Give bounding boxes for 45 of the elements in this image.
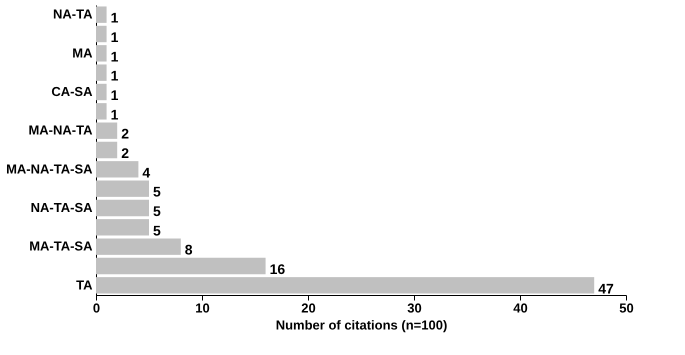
y-tick-label: MA-TA-SA <box>29 238 94 254</box>
x-tick-label: 10 <box>195 300 210 316</box>
y-tick-label: MA-NA-TA-SA <box>6 161 94 176</box>
x-axis-title: Number of citations (n=100) <box>276 318 448 332</box>
y-tick-label: NA-TA-SA <box>30 200 94 215</box>
y-tick-label: NA-TA <box>53 6 94 22</box>
x-tick-label: 0 <box>92 300 100 316</box>
x-tick-label: 20 <box>301 300 316 316</box>
bar <box>96 219 149 236</box>
data-label: 2 <box>121 126 130 142</box>
bar <box>96 6 107 23</box>
data-label: 2 <box>121 145 130 161</box>
data-label: 47 <box>598 280 614 296</box>
bar <box>96 64 107 81</box>
data-label: 1 <box>110 10 119 26</box>
x-tick-label: 40 <box>513 300 528 316</box>
bar <box>96 142 118 158</box>
bar <box>96 26 107 42</box>
bar <box>96 238 181 255</box>
bar <box>96 84 107 100</box>
bar <box>96 45 107 62</box>
bar <box>96 180 149 197</box>
data-label: 1 <box>110 106 119 122</box>
data-label: 5 <box>153 184 161 200</box>
data-label: 1 <box>110 48 119 64</box>
y-tick-label: TA <box>76 277 94 292</box>
bar <box>96 258 266 274</box>
bar <box>96 103 107 120</box>
data-label: 1 <box>110 87 119 103</box>
x-tick-label: 30 <box>407 300 422 316</box>
x-tick-label: 50 <box>619 300 634 316</box>
bar <box>96 122 118 139</box>
data-label: 1 <box>110 68 119 84</box>
data-label: 8 <box>184 242 193 258</box>
y-tick-label: CA-SA <box>51 84 94 99</box>
y-tick-label: MA <box>72 45 94 60</box>
bar <box>96 200 149 216</box>
data-label: 16 <box>270 261 286 277</box>
data-label: 5 <box>153 203 161 219</box>
y-tick-label: MA-NA-TA <box>28 122 94 138</box>
bar <box>96 277 594 294</box>
data-label: 1 <box>110 29 119 45</box>
data-label: 4 <box>142 164 150 180</box>
bar <box>96 161 138 178</box>
data-label: 5 <box>153 222 161 238</box>
